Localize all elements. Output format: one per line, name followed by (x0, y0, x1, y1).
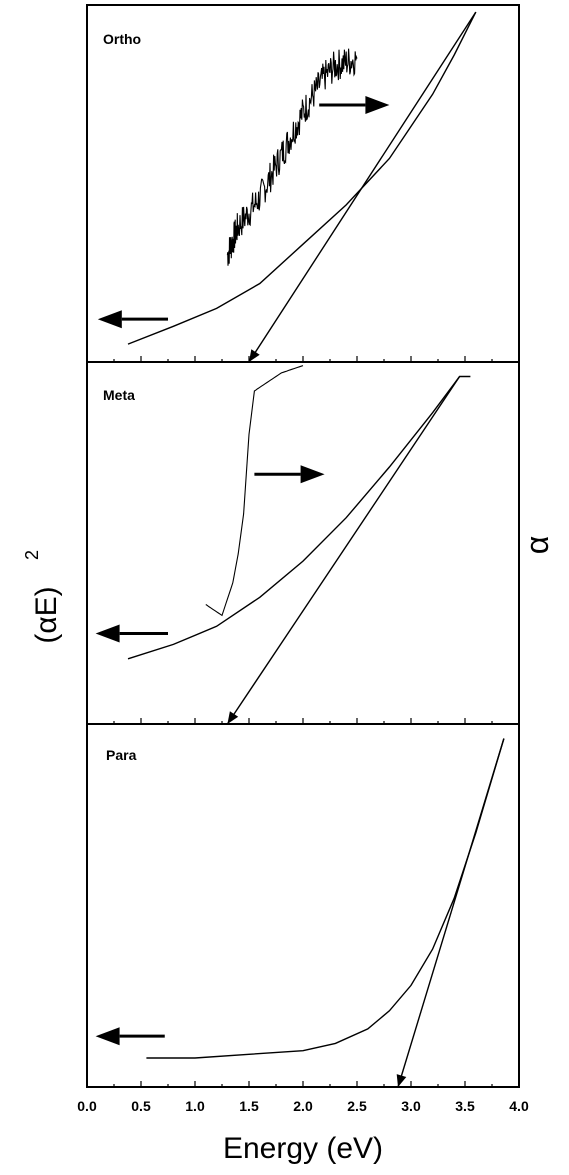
tangent-line-ortho (248, 11, 477, 363)
x-tick-label: 2.5 (347, 1098, 367, 1114)
axis-arrow-left-meta (95, 624, 120, 643)
x-tick-label: 3.0 (401, 1098, 421, 1114)
panel-label-meta: Meta (103, 387, 135, 403)
y-axis-title-superscript: 2 (22, 550, 42, 560)
x-tick-label: 1.0 (185, 1098, 205, 1114)
panel-label-para: Para (106, 747, 137, 763)
panel-label-ortho: Ortho (103, 31, 141, 47)
y-axis-title-left: (αE) 2 (22, 550, 63, 644)
axis-arrow-left-ortho (97, 310, 122, 329)
panel-ortho-frame (86, 4, 520, 363)
tangent-arrowhead-para (396, 1074, 407, 1087)
x-tick-label: 4.0 (509, 1098, 529, 1114)
tangent-line-para (397, 738, 505, 1088)
axis-arrow-left-para (95, 1027, 120, 1046)
panel-para-frame (86, 723, 520, 1088)
x-tick-label: 3.5 (455, 1098, 475, 1114)
tangent-arrowhead-meta (227, 711, 239, 724)
y-axis-title-right: α (519, 536, 555, 555)
x-axis-title: Energy (eV) (223, 1132, 383, 1165)
x-tick-label: 0.0 (77, 1098, 97, 1114)
y-axis-title-main: (αE) (30, 586, 63, 643)
x-tick-label: 1.5 (239, 1098, 259, 1114)
chart-curves (95, 11, 505, 1088)
tangent-arrowhead-ortho (249, 349, 260, 362)
x-tick-label: 2.0 (293, 1098, 313, 1114)
tauc-curve-ortho (127, 11, 477, 345)
x-tick-label: 0.5 (131, 1098, 151, 1114)
x-axis-ticks: 0.0 0.5 1.0 1.5 2.0 2.5 3.0 3.5 4.0 (77, 356, 529, 1114)
axis-arrow-right-meta (300, 465, 325, 484)
axis-arrow-right-ortho (365, 96, 390, 114)
tauc-curve-para (146, 738, 505, 1059)
absorbance-curve-meta (205, 365, 304, 617)
panel-meta-frame (86, 361, 520, 725)
y-axis-right-label: α (519, 536, 555, 555)
tangent-line-meta (226, 376, 461, 725)
tauc-curve-meta (127, 375, 471, 660)
absorbance-curve-ortho (226, 48, 358, 266)
